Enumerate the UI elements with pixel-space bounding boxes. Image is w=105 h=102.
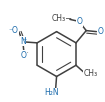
Text: —: —: [64, 14, 71, 23]
Text: CH₃: CH₃: [83, 69, 97, 78]
Text: O: O: [20, 51, 26, 60]
Text: CH₃: CH₃: [51, 14, 65, 23]
Text: +: +: [23, 37, 27, 42]
Text: N: N: [20, 37, 26, 46]
Text: ⁻O: ⁻O: [9, 26, 19, 35]
Text: O: O: [77, 17, 83, 26]
Text: O: O: [97, 27, 103, 36]
Text: H₂N: H₂N: [45, 88, 59, 97]
Text: ′: ′: [26, 52, 28, 57]
